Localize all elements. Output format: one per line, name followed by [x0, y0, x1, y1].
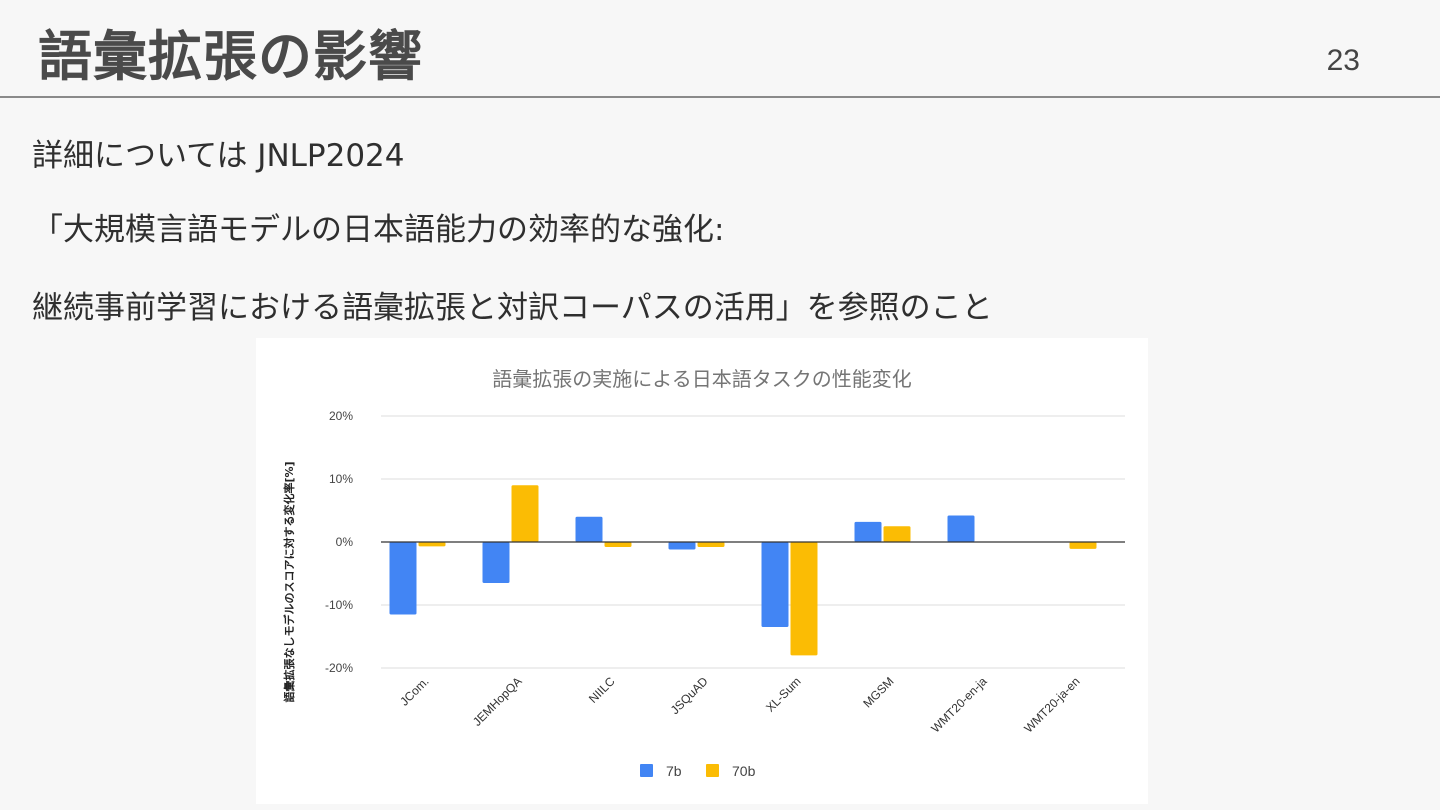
- legend-label-7b: 7b: [666, 763, 682, 779]
- title-divider: [0, 96, 1440, 98]
- x-tick-label: MGSM: [860, 674, 896, 710]
- x-tick-label: JEMHopQA: [470, 674, 525, 729]
- x-tick-label: XL-Sum: [763, 674, 804, 715]
- gridlines: [381, 415, 1125, 669]
- bar-7b-NIILC: [575, 516, 603, 542]
- bar-70b-MGSM: [883, 526, 911, 542]
- y-tick-label: 20%: [329, 409, 353, 423]
- bars: [389, 485, 1097, 656]
- bar-70b-XL-Sum: [790, 542, 818, 656]
- chart-title: 語彙拡張の実施による日本語タスクの性能変化: [492, 367, 911, 391]
- bar-chart: 語彙拡張の実施による日本語タスクの性能変化 語彙拡張なしモデルのスコアに対する変…: [282, 367, 1125, 779]
- bar-70b-JSQuAD: [697, 542, 725, 548]
- bar-7b-JEMHopQA: [482, 542, 510, 583]
- bar-70b-JCom.: [418, 542, 446, 547]
- body-line-paper-title: 「大規模言語モデルの日本語能力の効率的な強化:: [32, 212, 725, 248]
- bar-7b-MGSM: [854, 521, 882, 542]
- y-tick-label: -20%: [325, 661, 353, 675]
- legend-label-70b: 70b: [732, 763, 756, 779]
- y-axis-ticks: 20% 10% 0% -10% -20%: [325, 409, 353, 675]
- legend-swatch-7b: [640, 764, 653, 777]
- x-tick-label: JSQuAD: [668, 674, 711, 717]
- x-tick-label: WMT20-en-ja: [928, 674, 990, 736]
- x-axis-ticks: JCom. JEMHopQA NIILC JSQuAD XL-Sum MGSM WMT20-…: [397, 674, 1082, 736]
- bar-70b-WMT20-ja-en: [1069, 542, 1097, 549]
- y-axis-label: 語彙拡張なしモデルのスコアに対する変化率[%]: [282, 461, 296, 702]
- y-tick-label: 0%: [336, 535, 354, 549]
- body-line-reference: 詳細については JNLP2024: [32, 138, 405, 174]
- bar-70b-NIILC: [604, 542, 632, 548]
- bar-7b-JSQuAD: [668, 542, 696, 550]
- slide-title: 語彙拡張の影響: [38, 25, 423, 88]
- y-tick-label: -10%: [325, 598, 353, 612]
- x-tick-label: WMT20-ja-en: [1021, 674, 1082, 735]
- legend: 7b 70b: [640, 763, 756, 779]
- y-tick-label: 10%: [329, 472, 353, 486]
- bar-7b-WMT20-en-ja: [947, 515, 975, 542]
- bar-7b-XL-Sum: [761, 542, 789, 628]
- body-line-paper-subtitle: 継続事前学習における語彙拡張と対訳コーパスの活用」を参照のこと: [32, 290, 993, 326]
- bar-7b-JCom.: [389, 542, 417, 615]
- legend-swatch-70b: [706, 764, 719, 777]
- x-tick-label: NIILC: [586, 674, 618, 706]
- page-number: 23: [1326, 44, 1360, 77]
- chart-card: 語彙拡張の実施による日本語タスクの性能変化 語彙拡張なしモデルのスコアに対する変…: [256, 338, 1148, 804]
- x-tick-label: JCom.: [397, 674, 431, 708]
- bar-70b-JEMHopQA: [511, 485, 539, 542]
